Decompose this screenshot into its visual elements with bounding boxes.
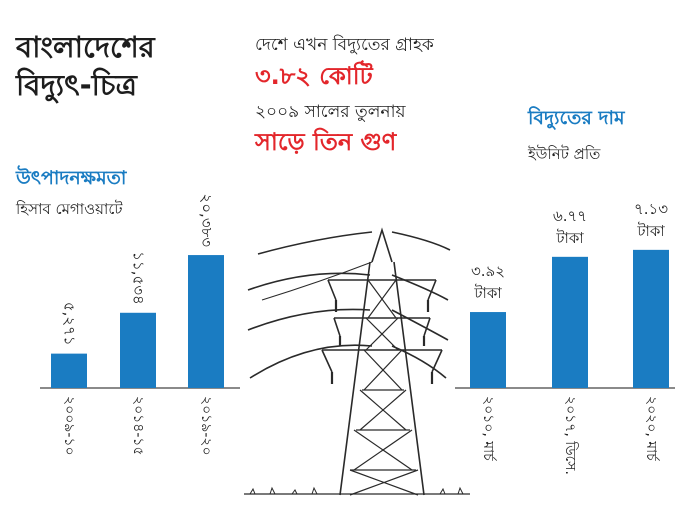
capacity-category-label: ২০১৪-১৫ [130, 396, 146, 456]
price-unit-label: টাকা [473, 284, 502, 302]
price-chart: ৩.৯২ টাকা ২০১০, মার্চ ৬.৭৭ টাকা ২০১৭, ডিসে. ৭.… [455, 200, 675, 475]
main-title-line2: বিদ্যুৎ-চিত্র [16, 68, 137, 102]
capacity-chart-title: উৎপাদনক্ষমতা [16, 167, 127, 189]
comparison-label: ২০০৯ সালের তুলনায় [255, 102, 406, 122]
price-bar [470, 312, 506, 388]
capacity-bar [51, 353, 87, 388]
capacity-value-label: ৫,২৭১ [61, 302, 79, 346]
price-bar [552, 256, 588, 388]
price-category-label: ২০১০, মার্চ [480, 396, 497, 462]
capacity-bar [120, 312, 156, 388]
comparison-value: সাড়ে তিন গুণ [255, 128, 397, 156]
price-chart-subtitle: ইউনিট প্রতি [528, 145, 601, 163]
price-chart-title: বিদ্যুতের দাম [528, 107, 625, 129]
power-transmission-tower-icon [244, 227, 470, 496]
price-category-label: ২০২০, মার্চ [643, 396, 660, 462]
price-value-label: ৩.৯২ [471, 262, 505, 280]
customers-value: ৩.৮২ কোটি [255, 62, 373, 90]
capacity-bar [188, 255, 224, 388]
price-unit-label: টাকা [636, 222, 665, 240]
capacity-category-label: ২০০৯-১০ [61, 396, 77, 456]
capacity-value-label: ২০,৩৮৩ [198, 194, 216, 248]
capacity-value-label: ১১,৫৩৪ [130, 251, 148, 304]
customers-label: দেশে এখন বিদ্যুতের গ্রাহক [255, 35, 434, 55]
capacity-category-label: ২০১৯-২০ [198, 396, 214, 456]
main-title-line1: বাংলাদেশের [16, 30, 155, 64]
price-value-label: ৬.৭৭ [553, 207, 587, 225]
main-title: বাংলাদেশের বিদ্যুৎ-চিত্র [16, 28, 236, 104]
price-bar [633, 249, 669, 388]
price-value-label: ৭.১৩ [634, 200, 668, 218]
price-category-label: ২০১৭, ডিসে. [562, 396, 579, 475]
price-unit-label: টাকা [555, 229, 584, 247]
capacity-chart: ৫,২৭১ ২০০৯-১০ ১১,৫৩৪ ২০১৪-১৫ ২০,৩৮৩ ২০১৯-২০ [40, 194, 240, 456]
capacity-chart-subtitle: হিসাব মেগাওয়াটে [16, 200, 123, 218]
